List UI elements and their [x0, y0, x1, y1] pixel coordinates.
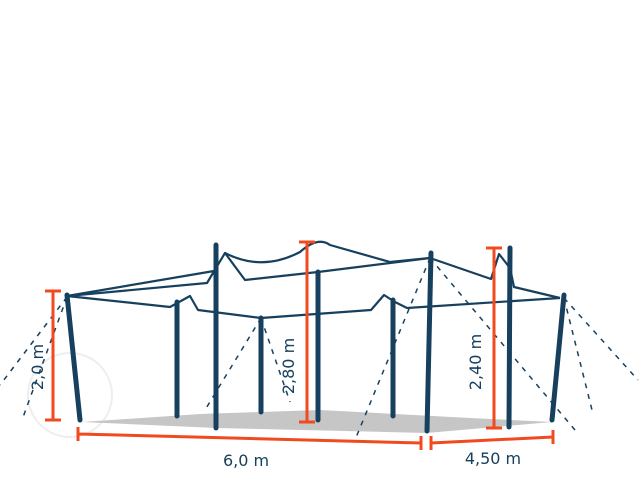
dimension-center-height: 2,80 m	[279, 240, 315, 424]
pole	[424, 250, 434, 434]
width-label: 4,50 m	[465, 449, 521, 468]
high-height-label: 2,40 m	[466, 334, 485, 390]
side-height-label: 2,0 m	[28, 344, 47, 390]
dimension-width: 4,50 m	[429, 430, 555, 468]
pole-left-corner	[64, 292, 83, 423]
roof-fabric	[66, 240, 561, 320]
length-label: 6,0 m	[223, 451, 269, 470]
dimension-side-height: 2,0 m	[28, 289, 61, 422]
center-height-label: 2,80 m	[279, 338, 298, 394]
pole	[506, 245, 513, 430]
dimension-length: 6,0 m	[76, 427, 423, 470]
watermark-seal	[27, 352, 113, 438]
poles	[64, 242, 567, 434]
dimension-high-height: 2,40 m	[466, 246, 502, 430]
pole-right-corner	[549, 292, 567, 423]
